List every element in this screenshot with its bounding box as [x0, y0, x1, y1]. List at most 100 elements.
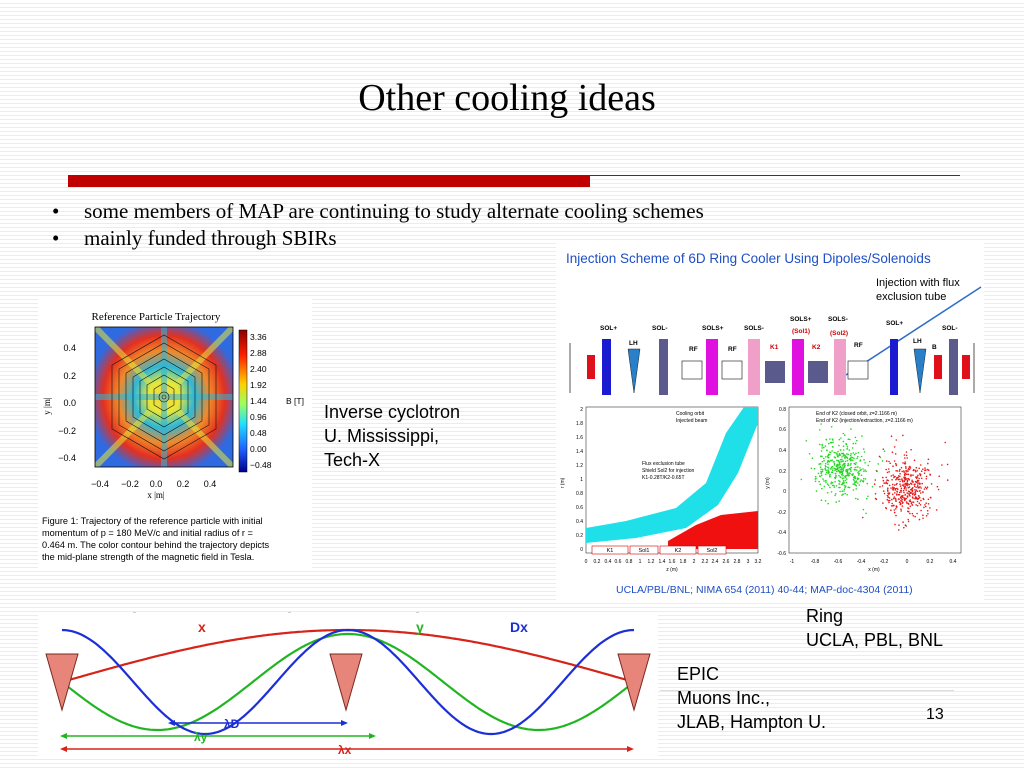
particle-point: [903, 491, 905, 494]
particle-point: [915, 486, 917, 489]
particle-point: [914, 491, 916, 494]
cyclotron-y-tick: 0.0: [63, 398, 76, 408]
left-y-label: r (m): [560, 477, 566, 488]
right-y-tick: 0.6: [779, 427, 786, 433]
particle-point: [851, 456, 854, 459]
particle-point: [902, 489, 905, 492]
particle-point: [857, 466, 859, 468]
left-x-tick: 0.8: [626, 559, 633, 565]
particle-point: [845, 476, 847, 478]
left-x-label: z (m): [666, 567, 678, 573]
particle-point: [847, 486, 849, 488]
particle-point: [911, 490, 914, 493]
particle-point: [912, 501, 915, 504]
annotation-arrow: [845, 286, 982, 376]
particle-point: [849, 454, 852, 457]
particle-point: [913, 459, 916, 462]
particle-point: [907, 518, 909, 521]
particle-point: [857, 455, 859, 458]
particle-point: [908, 511, 910, 513]
particle-point: [895, 500, 897, 503]
particle-point: [927, 503, 930, 505]
particle-point: [819, 443, 821, 446]
particle-point: [888, 484, 891, 487]
cyclotron-figure-svg: Reference Particle Trajectory: [42, 311, 304, 562]
particle-point: [855, 469, 858, 471]
particle-point: [838, 486, 840, 489]
particle-point: [906, 477, 908, 480]
particle-point: [868, 460, 871, 463]
particle-point: [894, 453, 897, 455]
particle-point: [827, 469, 829, 471]
particle-point: [847, 462, 849, 465]
particle-point: [916, 476, 918, 478]
particle-point: [888, 468, 890, 470]
particle-point: [895, 439, 898, 441]
particle-point: [944, 441, 946, 444]
right-x-tick: -0.4: [857, 559, 866, 565]
particle-point: [894, 497, 897, 500]
particle-point: [924, 505, 927, 508]
particle-point: [862, 480, 865, 482]
particle-point: [899, 468, 901, 471]
left-x-tick: 1.6: [669, 559, 676, 565]
particle-point: [844, 456, 846, 458]
left-y-tick: 0.6: [576, 505, 583, 511]
particle-point: [823, 446, 825, 449]
particle-point: [825, 438, 828, 441]
caption-line: U. Mississippi,: [324, 426, 440, 446]
cyclotron-caption-line: the mid-plane strength of the magnetic f…: [42, 552, 254, 562]
particle-point: [824, 480, 827, 482]
particle-point: [825, 471, 828, 474]
particle-point: [887, 496, 889, 499]
particle-point: [914, 497, 916, 500]
particle-point: [842, 445, 845, 447]
particle-point: [922, 468, 924, 470]
segment-label: Sol1: [638, 548, 649, 554]
particle-point: [899, 485, 902, 487]
particle-point: [913, 483, 916, 486]
particle-point: [842, 452, 845, 455]
x-curve-label: x: [198, 619, 206, 635]
element-label: SOL+: [886, 320, 903, 327]
cyclotron-x-tick: 0.2: [177, 479, 190, 489]
particle-point: [842, 474, 844, 477]
ring-cooler-svg: Injection Scheme of 6D Ring Cooler Using…: [560, 251, 982, 596]
particle-point: [827, 466, 829, 469]
colorbar-tick: 3.36: [250, 332, 267, 342]
particle-point: [832, 461, 835, 463]
particle-point: [898, 470, 901, 472]
particle-point: [922, 491, 924, 493]
particle-point: [823, 457, 825, 460]
left-x-ticks: 0 0.2 0.4 0.6 0.8 1 1.2 1.4 1.6 1.8 2 2.…: [585, 559, 762, 565]
particle-point: [889, 462, 891, 465]
particle-point: [815, 490, 818, 492]
particle-point: [899, 496, 902, 499]
particle-point: [856, 439, 858, 442]
particle-point: [854, 484, 857, 486]
particle-point: [900, 491, 903, 493]
particle-point: [841, 490, 844, 492]
particle-point: [838, 438, 841, 441]
particle-point: [896, 490, 898, 493]
particle-point: [886, 498, 889, 501]
particle-point: [839, 480, 841, 483]
particle-point: [834, 494, 836, 497]
particle-point: [946, 479, 949, 481]
particle-point: [890, 435, 893, 437]
particle-point: [873, 483, 876, 485]
particle-point: [839, 463, 841, 465]
particle-point: [909, 512, 911, 515]
particle-point: [901, 479, 904, 482]
particle-point: [920, 470, 923, 472]
particle-point: [891, 493, 894, 496]
particle-point: [839, 458, 842, 461]
particle-point: [917, 482, 919, 484]
particle-point: [855, 497, 857, 500]
particle-point: [919, 504, 922, 506]
particle-point: [841, 471, 844, 473]
particle-point: [903, 479, 906, 481]
wedge-absorber-left: [45, 653, 79, 712]
particle-point: [901, 484, 904, 486]
particle-point: [892, 497, 895, 500]
